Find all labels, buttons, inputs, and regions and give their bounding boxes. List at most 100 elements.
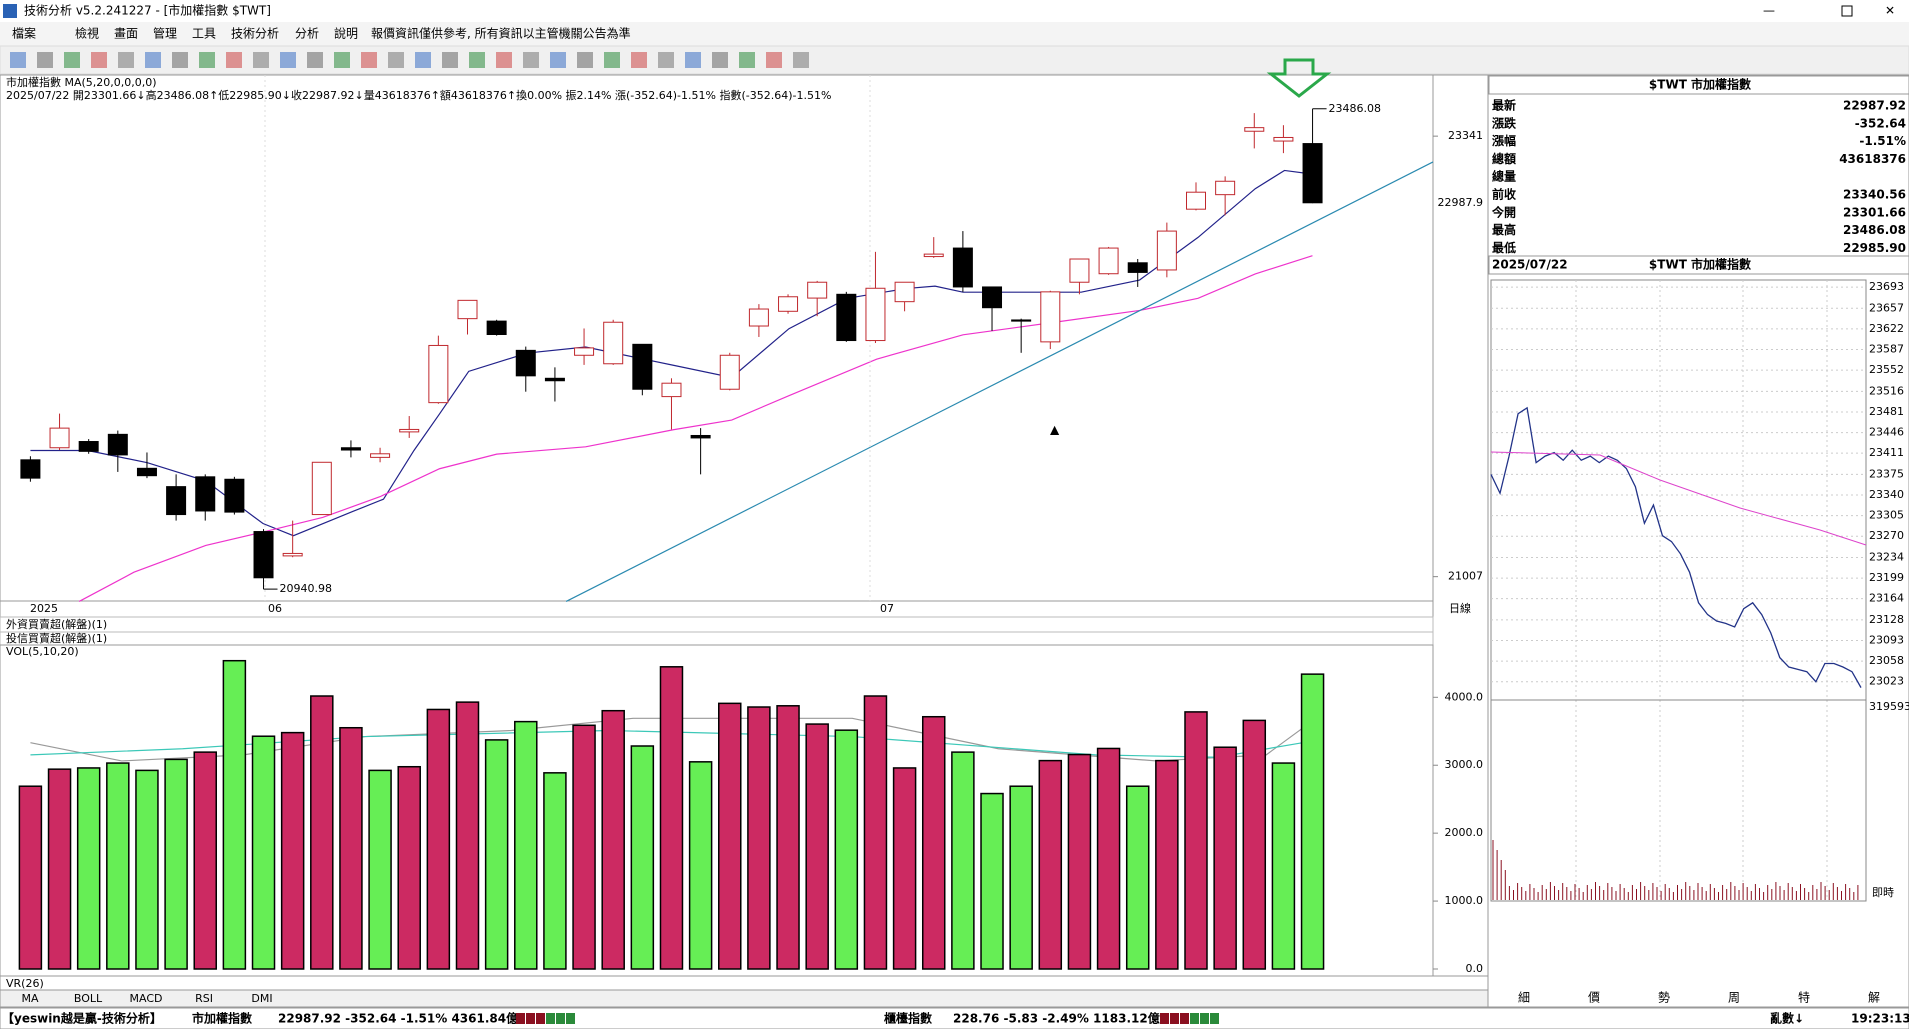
tool-button[interactable]: [37, 52, 53, 68]
tool-button[interactable]: [577, 52, 593, 68]
y-tick-label: 23023: [1869, 675, 1904, 688]
quote-value: 22987.92: [1843, 99, 1906, 113]
tool-button[interactable]: [469, 52, 485, 68]
bottom-tab[interactable]: 周: [1728, 991, 1740, 1005]
tool-button[interactable]: [550, 52, 566, 68]
bottom-tab[interactable]: 細: [1518, 991, 1530, 1005]
tool-button[interactable]: [64, 52, 80, 68]
tool-button[interactable]: [793, 52, 809, 68]
tool-button[interactable]: [631, 52, 647, 68]
menu-item[interactable]: 技術分析: [231, 27, 279, 41]
menu-item[interactable]: 報價資訊僅供參考, 所有資訊以主管機關公告為準: [371, 26, 631, 41]
last-price-label: 22987.9: [1438, 196, 1484, 209]
volume-bar: [339, 726, 363, 970]
annotation: 20940.98: [280, 582, 333, 595]
tool-button[interactable]: [712, 52, 728, 68]
x-tick-label: 2025: [30, 602, 58, 615]
volume-bar: [47, 768, 72, 970]
candle-body: [574, 347, 595, 356]
volume-bar: [368, 769, 392, 970]
intraday-title: $TWT 市加權指數: [1649, 257, 1751, 272]
tab-bar: [0, 989, 1489, 1008]
tool-button[interactable]: [415, 52, 431, 68]
menu-item[interactable]: 說明: [334, 26, 358, 41]
tab[interactable]: RSI: [195, 992, 213, 1005]
tool-button[interactable]: [253, 52, 269, 68]
title-bar: [0, 0, 1909, 22]
intraday-volume-plot: [1490, 699, 1867, 902]
tool-button[interactable]: [199, 52, 215, 68]
quote-value: 22985.90: [1843, 241, 1906, 255]
volume-bar: [1213, 746, 1237, 970]
status-block: [1190, 1013, 1199, 1024]
tool-button[interactable]: [10, 52, 26, 68]
volume-bar: [280, 731, 305, 970]
status-block: [1170, 1013, 1179, 1024]
menu-item[interactable]: 分析: [295, 27, 319, 41]
y-tick-label: 23375: [1869, 467, 1904, 480]
intraday-date: 2025/07/22: [1492, 258, 1568, 272]
x-tick-label: 06: [268, 602, 282, 615]
tool-button[interactable]: [523, 52, 539, 68]
bottom-tab[interactable]: 勢: [1658, 990, 1670, 1005]
x-tick-label: 07: [880, 602, 894, 615]
volume-bar: [18, 785, 43, 970]
tool-button[interactable]: [172, 52, 188, 68]
candle-body: [78, 441, 99, 452]
candle-body: [690, 434, 711, 439]
tool-button[interactable]: [604, 52, 620, 68]
candle-body: [1040, 291, 1061, 343]
candle-body: [982, 286, 1003, 309]
tool-button[interactable]: [226, 52, 242, 68]
volume-bar: [1067, 753, 1092, 970]
status-block: [526, 1013, 535, 1024]
status-block: [536, 1013, 545, 1024]
tool-button[interactable]: [388, 52, 404, 68]
maximize[interactable]: [1841, 5, 1853, 17]
close[interactable]: ✕: [1885, 4, 1895, 18]
bottom-tab[interactable]: 解: [1868, 991, 1880, 1005]
volume-bar: [1125, 785, 1150, 970]
tool-button[interactable]: [739, 52, 755, 68]
tool-button[interactable]: [118, 52, 134, 68]
status-time: 19:23:13: [1851, 1012, 1909, 1026]
menu-item[interactable]: 畫面: [114, 26, 138, 41]
tool-button[interactable]: [685, 52, 701, 68]
tab[interactable]: BOLL: [74, 992, 103, 1005]
intraday-header: [1488, 255, 1909, 275]
status-quote2: 228.76 -5.83 -2.49% 1183.12億: [953, 1011, 1160, 1026]
menu-item[interactable]: 工具: [192, 27, 216, 41]
tool-button[interactable]: [91, 52, 107, 68]
candle-body: [370, 453, 391, 458]
tool-button[interactable]: [766, 52, 782, 68]
tool-button[interactable]: [145, 52, 161, 68]
candle-body: [807, 281, 828, 299]
menu-item[interactable]: 檢視: [75, 26, 99, 41]
tab[interactable]: DMI: [251, 992, 272, 1005]
quote-value: 23486.08: [1843, 223, 1906, 237]
tab[interactable]: MA: [21, 992, 38, 1005]
menu-item[interactable]: 管理: [153, 26, 177, 41]
minimize[interactable]: —: [1763, 4, 1775, 18]
tab[interactable]: MACD: [130, 992, 163, 1005]
vr-title: VR(26): [6, 977, 44, 990]
bottom-tab[interactable]: 特: [1798, 990, 1810, 1005]
quote-label: 最新: [1492, 98, 1516, 113]
tool-button[interactable]: [361, 52, 377, 68]
tool-button[interactable]: [307, 52, 323, 68]
price-panel: [0, 74, 1434, 602]
bottom-tab[interactable]: 價: [1588, 991, 1600, 1005]
tool-button[interactable]: [334, 52, 350, 68]
tool-button[interactable]: [442, 52, 458, 68]
tool-button[interactable]: [658, 52, 674, 68]
volume-bar: [688, 761, 713, 970]
volume-bar: [921, 715, 946, 970]
tool-button[interactable]: [496, 52, 512, 68]
tool-button[interactable]: [280, 52, 296, 68]
volume-bar: [310, 695, 334, 970]
volume-bar: [76, 767, 101, 970]
candle-body: [1186, 191, 1206, 210]
menu-item[interactable]: 檔案: [12, 26, 36, 41]
intraday-line: [1490, 406, 1862, 688]
volume-bar: [1009, 785, 1033, 970]
